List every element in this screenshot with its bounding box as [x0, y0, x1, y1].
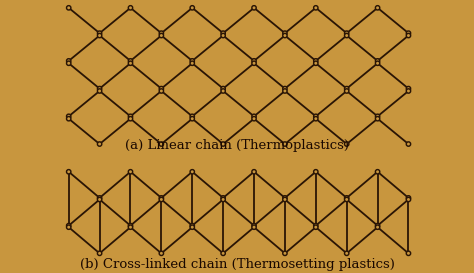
Circle shape	[128, 61, 133, 66]
Circle shape	[345, 33, 349, 38]
Circle shape	[252, 225, 256, 229]
Circle shape	[98, 33, 102, 38]
Circle shape	[283, 89, 287, 93]
Circle shape	[98, 251, 102, 256]
Circle shape	[159, 251, 164, 256]
Circle shape	[252, 223, 256, 228]
Circle shape	[66, 117, 71, 121]
Circle shape	[283, 197, 287, 202]
Text: (a) Linear chain (Thermoplastics): (a) Linear chain (Thermoplastics)	[125, 139, 349, 152]
Circle shape	[314, 61, 318, 66]
Circle shape	[375, 223, 380, 228]
Circle shape	[375, 6, 380, 10]
Circle shape	[345, 87, 349, 91]
Circle shape	[66, 61, 71, 66]
Circle shape	[252, 6, 256, 10]
Circle shape	[283, 142, 287, 146]
Circle shape	[159, 196, 164, 200]
Circle shape	[345, 197, 349, 202]
Circle shape	[406, 31, 410, 35]
Circle shape	[128, 114, 133, 118]
Circle shape	[375, 117, 380, 121]
Circle shape	[128, 59, 133, 63]
Circle shape	[314, 114, 318, 118]
Circle shape	[221, 31, 225, 35]
Circle shape	[190, 225, 194, 229]
Circle shape	[221, 197, 225, 202]
Circle shape	[314, 223, 318, 228]
Circle shape	[221, 142, 225, 146]
Circle shape	[375, 114, 380, 118]
Circle shape	[159, 197, 164, 202]
Circle shape	[283, 31, 287, 35]
Circle shape	[252, 170, 256, 174]
Circle shape	[128, 117, 133, 121]
Circle shape	[345, 196, 349, 200]
Circle shape	[98, 31, 102, 35]
Circle shape	[375, 170, 380, 174]
Circle shape	[314, 225, 318, 229]
Circle shape	[345, 89, 349, 93]
Circle shape	[98, 196, 102, 200]
Circle shape	[159, 142, 164, 146]
Circle shape	[406, 251, 410, 256]
Circle shape	[406, 87, 410, 91]
Circle shape	[66, 170, 71, 174]
Circle shape	[66, 225, 71, 229]
Circle shape	[159, 89, 164, 93]
Circle shape	[221, 196, 225, 200]
Circle shape	[221, 87, 225, 91]
Circle shape	[221, 251, 225, 256]
Circle shape	[345, 142, 349, 146]
Circle shape	[190, 114, 194, 118]
Circle shape	[190, 59, 194, 63]
Circle shape	[252, 59, 256, 63]
Circle shape	[252, 114, 256, 118]
Circle shape	[98, 87, 102, 91]
Circle shape	[66, 59, 71, 63]
Circle shape	[128, 225, 133, 229]
Circle shape	[252, 61, 256, 66]
Circle shape	[283, 251, 287, 256]
Circle shape	[190, 170, 194, 174]
Circle shape	[221, 33, 225, 38]
Circle shape	[406, 89, 410, 93]
Circle shape	[345, 251, 349, 256]
Circle shape	[406, 197, 410, 202]
Circle shape	[128, 170, 133, 174]
Circle shape	[252, 117, 256, 121]
Circle shape	[314, 59, 318, 63]
Circle shape	[66, 114, 71, 118]
Circle shape	[98, 89, 102, 93]
Circle shape	[159, 87, 164, 91]
Circle shape	[128, 223, 133, 228]
Circle shape	[221, 89, 225, 93]
Circle shape	[314, 6, 318, 10]
Text: (b) Cross-linked chain (Thermosetting plastics): (b) Cross-linked chain (Thermosetting pl…	[80, 257, 394, 271]
Circle shape	[375, 225, 380, 229]
Circle shape	[283, 196, 287, 200]
Circle shape	[283, 33, 287, 38]
Circle shape	[375, 61, 380, 66]
Circle shape	[66, 6, 71, 10]
Circle shape	[128, 6, 133, 10]
Circle shape	[375, 59, 380, 63]
Circle shape	[159, 31, 164, 35]
Circle shape	[406, 142, 410, 146]
Circle shape	[406, 33, 410, 38]
Circle shape	[314, 117, 318, 121]
Circle shape	[98, 197, 102, 202]
Circle shape	[345, 31, 349, 35]
Circle shape	[190, 117, 194, 121]
Circle shape	[190, 6, 194, 10]
Circle shape	[283, 87, 287, 91]
Circle shape	[159, 33, 164, 38]
Circle shape	[190, 61, 194, 66]
Circle shape	[314, 170, 318, 174]
Circle shape	[190, 223, 194, 228]
Circle shape	[406, 196, 410, 200]
Circle shape	[98, 142, 102, 146]
Circle shape	[66, 223, 71, 228]
